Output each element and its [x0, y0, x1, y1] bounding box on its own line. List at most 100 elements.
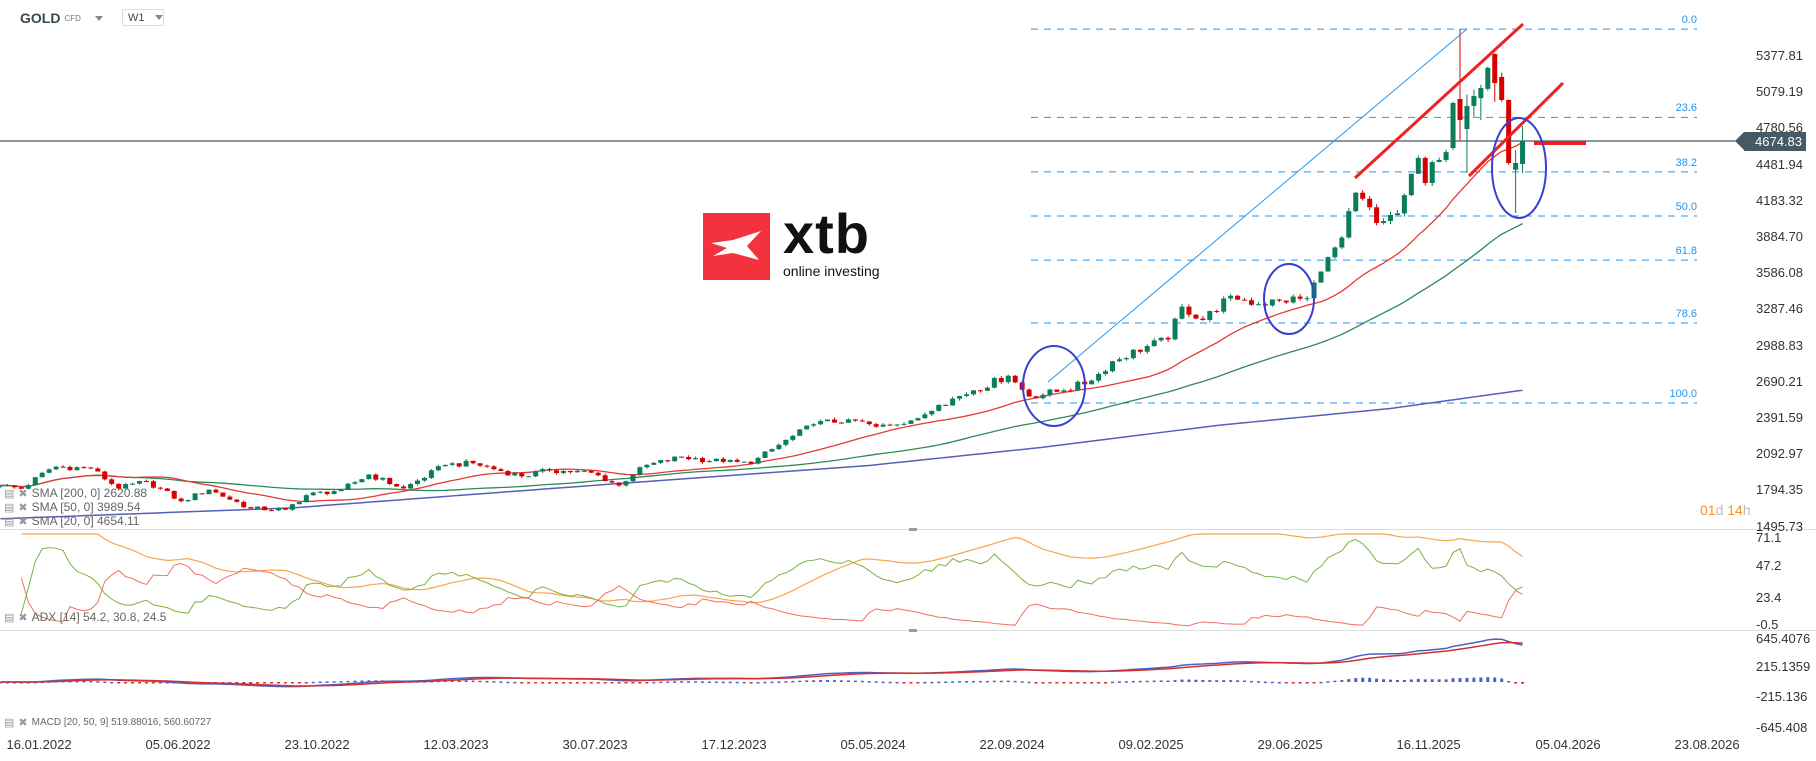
trend-line-blue[interactable] — [1047, 28, 1468, 383]
candle — [102, 470, 108, 481]
candle-body — [88, 467, 94, 469]
timeframe-select[interactable]: W1 — [122, 9, 164, 26]
candle-body — [1367, 198, 1373, 208]
close-icon[interactable]: ✖ — [18, 487, 28, 500]
candle-body — [943, 404, 949, 406]
settings-icon[interactable]: ▤ — [4, 487, 15, 500]
macd-histogram-bar — [249, 682, 253, 684]
macd-histogram-bar — [888, 681, 892, 684]
candle — [908, 420, 914, 424]
candle — [95, 467, 101, 472]
macd-histogram-bar — [1013, 680, 1017, 683]
candle-body — [1130, 349, 1136, 359]
candle — [755, 456, 761, 465]
candle — [1492, 53, 1498, 102]
close-icon[interactable]: ✖ — [18, 501, 28, 514]
channel-lower-line[interactable] — [1467, 81, 1565, 178]
price-axis-tick: 2690.21 — [1756, 373, 1803, 389]
adx-panel-resize-handle[interactable] — [909, 528, 917, 531]
candle-body — [130, 483, 136, 485]
close-icon[interactable]: ✖ — [18, 717, 28, 729]
candle — [679, 456, 685, 458]
candle — [825, 419, 831, 422]
macd-histogram-bar — [1194, 679, 1198, 682]
candle — [1068, 388, 1074, 393]
candle-body — [18, 487, 24, 489]
macd-panel-resize-handle[interactable] — [909, 629, 917, 632]
candle-body — [456, 463, 462, 467]
highlight-ellipse[interactable] — [1263, 263, 1315, 335]
fibonacci-retracement[interactable] — [1031, 28, 1697, 404]
candle — [463, 459, 469, 467]
legend-macd-text: MACD [20, 50, 9] 519.88016, 560.60727 — [31, 717, 212, 728]
candle — [547, 467, 553, 472]
macd-histogram-bar — [999, 680, 1003, 683]
candle — [1429, 160, 1435, 187]
macd-histogram-bar — [617, 682, 621, 684]
macd-histogram-bar — [798, 680, 802, 683]
legend-sma50[interactable]: ▤ ✖ SMA [50, 0] 3989.54 — [4, 500, 140, 514]
legend-adx[interactable]: ▤ ✖ ADX [14] 54.2, 30.8, 24.5 — [4, 610, 166, 624]
macd-histogram-bar — [1507, 681, 1511, 683]
macd-histogram-bar — [673, 681, 677, 683]
candle — [39, 471, 45, 478]
macd-histogram-bar — [1256, 681, 1260, 683]
candle-body — [1276, 299, 1282, 301]
candle — [1325, 256, 1331, 272]
fib-level-label: 100.0 — [1669, 388, 1697, 401]
close-icon[interactable]: ✖ — [18, 515, 28, 528]
legend-sma200[interactable]: ▤ ✖ SMA [200, 0] 2620.88 — [4, 486, 147, 500]
candle — [317, 490, 323, 494]
macd-histogram-bar — [659, 681, 663, 684]
legend-sma20[interactable]: ▤ ✖ SMA [20, 0] 4654.11 — [4, 514, 139, 528]
candle — [519, 472, 525, 478]
macd-histogram-bar — [819, 680, 823, 682]
macd-histogram-bar — [263, 682, 267, 684]
macd-histogram-bar — [575, 682, 579, 684]
candle — [303, 493, 309, 503]
settings-icon[interactable]: ▤ — [4, 515, 15, 528]
candle — [1450, 101, 1456, 151]
macd-histogram-bar — [499, 681, 503, 683]
candle-body — [512, 473, 518, 476]
candle-body — [1040, 394, 1046, 399]
legend-macd[interactable]: ▤ ✖ MACD [20, 50, 9] 519.88016, 560.60727 — [4, 716, 211, 729]
candle — [1346, 207, 1352, 239]
channel-upper-line[interactable] — [1353, 22, 1525, 180]
settings-icon[interactable]: ▤ — [4, 717, 15, 729]
candle — [762, 450, 768, 458]
chevron-down-icon[interactable] — [94, 15, 103, 21]
candle-body — [845, 419, 851, 423]
settings-icon[interactable]: ▤ — [4, 611, 15, 624]
macd-histogram-bar — [1423, 679, 1427, 682]
macd-histogram-bar — [1514, 682, 1518, 684]
candle-body — [1408, 173, 1414, 196]
candle-body — [595, 472, 601, 476]
candle — [1026, 388, 1032, 397]
time-axis-tick: 05.06.2022 — [145, 737, 211, 752]
candle — [428, 469, 434, 479]
fib-level-label: 23.6 — [1675, 102, 1697, 115]
macd-histogram-bar — [68, 680, 72, 683]
candle — [706, 459, 712, 463]
candle — [1255, 301, 1261, 306]
settings-icon[interactable]: ▤ — [4, 501, 15, 514]
macd-histogram-bar — [881, 681, 885, 684]
candle-body — [901, 423, 907, 425]
instrument-type: CFD — [64, 13, 81, 23]
candle-body — [373, 474, 379, 480]
macd-histogram-bar — [1236, 680, 1240, 682]
symbol-selector[interactable]: GOLD CFD — [20, 10, 103, 26]
candle-body — [825, 419, 831, 422]
close-icon[interactable]: ✖ — [18, 611, 28, 624]
candle-body — [1103, 371, 1109, 374]
candle-body — [262, 506, 268, 511]
highlight-ellipse[interactable] — [1491, 117, 1547, 219]
highlight-ellipse[interactable] — [1022, 345, 1086, 427]
candle-body — [581, 470, 587, 472]
candle-body — [282, 508, 288, 510]
candle-body — [1110, 361, 1115, 372]
candle — [1374, 204, 1380, 226]
drawings[interactable] — [1022, 22, 1586, 427]
